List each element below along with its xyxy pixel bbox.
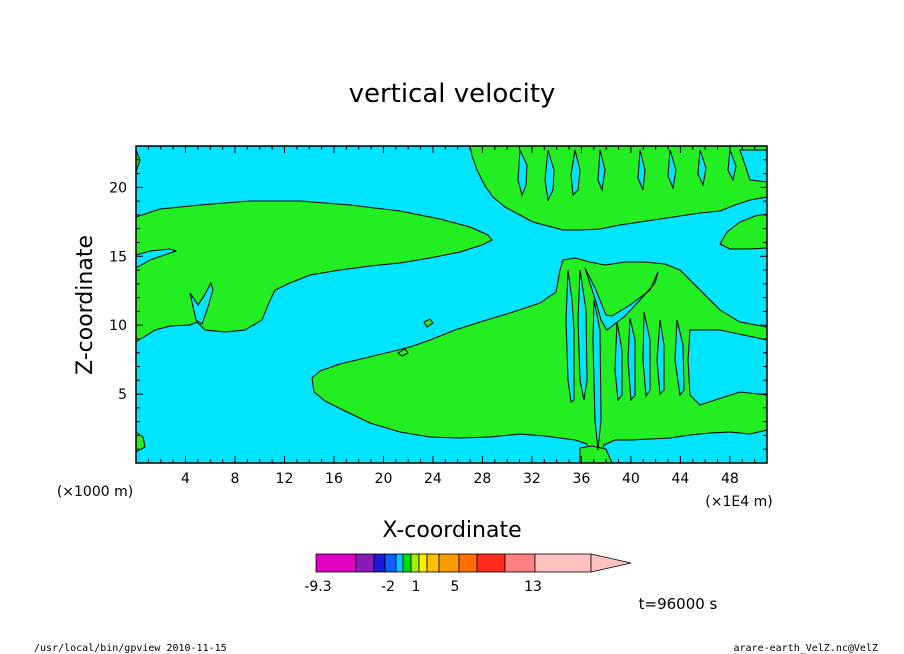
x-tick-label-4: 20 [375, 471, 393, 487]
x-tick-label-8: 36 [572, 471, 590, 487]
cutout-thin-5 [642, 311, 651, 398]
region-dot-1 [423, 318, 434, 328]
colorbar-swatch-9 [438, 553, 460, 573]
updraft-regions [135, 145, 768, 464]
cutout-upper-finger-6 [667, 149, 677, 190]
colorbar-labels: -9.3 -2 1 5 13 [304, 579, 542, 595]
cutout-upper-finger-4 [597, 149, 606, 192]
x-tick-label-0: 4 [181, 471, 190, 487]
x-tick-label-9: 40 [622, 471, 640, 487]
cutout-thin-4 [627, 317, 636, 402]
cutout-thin-2 [577, 269, 588, 401]
footer-left: /usr/local/bin/gpview 2010-11-15 [34, 643, 227, 654]
cutout-right-dip [687, 329, 768, 406]
x-tick-label-5: 24 [424, 471, 442, 487]
cutout-upper-finger-2 [544, 149, 555, 202]
colorbar-label-4: 13 [524, 579, 542, 595]
cutout-upper-right [739, 149, 768, 183]
colorbar-label-2: 1 [412, 579, 421, 595]
y-tick-label-1: 10 [109, 318, 127, 334]
colorbar-label-1: -2 [381, 579, 395, 595]
region-right-edge [719, 213, 768, 250]
x-tick-label-6: 28 [474, 471, 492, 487]
colorbar-swatch-12 [504, 553, 536, 573]
colorbar-swatch-4 [395, 553, 404, 573]
x-axis-label: X-coordinate [382, 518, 521, 543]
colorbar-arrow [590, 553, 632, 573]
x-tick-label-10: 44 [671, 471, 689, 487]
x-tick-label-3: 16 [325, 471, 343, 487]
y-axis-ticks: 5 10 15 20 [109, 159, 767, 450]
colorbar-swatch-6 [410, 553, 420, 573]
colorbar-swatch-0 [315, 553, 357, 573]
cutout-upper-finger-8 [727, 149, 737, 182]
colorbar-swatch-2 [373, 553, 386, 573]
chart-title: vertical velocity [349, 79, 556, 109]
colorbar-swatch-10 [458, 553, 478, 573]
time-label: t=96000 s [639, 595, 718, 613]
region-bottom-patch [579, 445, 613, 464]
cutout-upper-finger-7 [697, 149, 707, 187]
colorbar-swatch-3 [384, 553, 397, 573]
colorbar-label-3: 5 [451, 579, 460, 595]
cutout-thin-3 [614, 321, 623, 402]
x-unit-right: (×1E4 m) [705, 494, 772, 510]
y-tick-label-3: 20 [109, 180, 127, 196]
plot-frame [135, 145, 768, 464]
colorbar-swatch-5 [402, 553, 412, 573]
cutout-upper-finger-3 [570, 149, 581, 197]
region-upper-left [135, 200, 493, 343]
x-tick-label-7: 32 [523, 471, 541, 487]
region-dot-2 [397, 348, 409, 357]
cutout-thin-6 [656, 319, 665, 396]
colorbar-swatch-8 [426, 553, 440, 573]
colorbar [315, 553, 632, 573]
downdraft-cutouts [189, 149, 768, 451]
x-unit-left: (×1000 m) [57, 484, 133, 500]
y-tick-label-2: 15 [109, 249, 127, 265]
x-axis-ticks: 4 8 12 16 20 24 28 32 36 40 44 48 [147, 146, 756, 487]
colorbar-swatch-1 [355, 553, 375, 573]
cutout-narrow-column [592, 299, 602, 451]
cutout-thin-7 [674, 319, 685, 397]
region-upper-right [469, 145, 768, 231]
colorbar-swatch-7 [418, 553, 428, 573]
x-tick-label-2: 12 [276, 471, 294, 487]
colorbar-swatch-11 [476, 553, 506, 573]
cutout-thin-1 [565, 269, 575, 403]
y-tick-label-0: 5 [118, 387, 127, 403]
x-tick-label-11: 48 [721, 471, 739, 487]
cutout-upper-finger-1 [517, 149, 528, 197]
colorbar-swatch-13 [534, 553, 592, 573]
colorbar-label-0: -9.3 [304, 579, 331, 595]
x-tick-label-1: 8 [231, 471, 240, 487]
footer-right: arare-earth_VelZ.nc@VelZ [734, 643, 879, 654]
y-axis-label: Z-coordinate [73, 235, 98, 375]
cutout-left-notch [189, 281, 214, 325]
cutout-upper-finger-5 [637, 149, 646, 191]
cutout-v-shape [584, 267, 659, 331]
